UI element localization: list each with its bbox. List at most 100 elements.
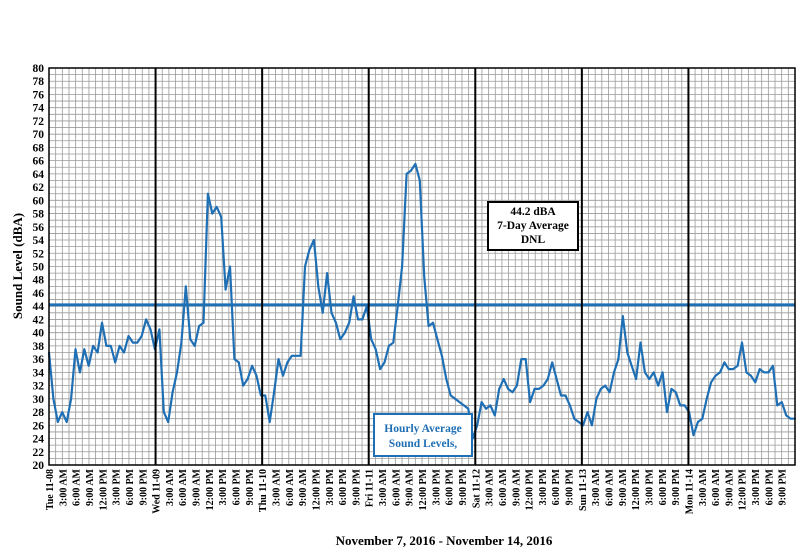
series-point bbox=[476, 424, 479, 427]
x-tick-hour-label: 9:00 AM bbox=[85, 468, 96, 506]
series-point bbox=[626, 351, 629, 354]
series-point bbox=[754, 381, 757, 384]
y-tick-label: 62 bbox=[33, 182, 45, 194]
series-point bbox=[502, 378, 505, 380]
series-point bbox=[308, 249, 311, 251]
series-point bbox=[595, 397, 598, 400]
y-tick-label: 52 bbox=[33, 248, 45, 260]
x-tick-hour-label: 9:00 PM bbox=[351, 468, 362, 505]
series-point bbox=[215, 206, 218, 208]
y-tick-label: 70 bbox=[33, 129, 45, 141]
series-point bbox=[432, 321, 434, 324]
x-tick-hour-label: 12:00 PM bbox=[631, 468, 642, 510]
series-point bbox=[326, 272, 328, 275]
series-point bbox=[639, 341, 642, 344]
series-point bbox=[436, 338, 439, 341]
series-point bbox=[207, 192, 209, 195]
x-tick-hour-label: 9:00 AM bbox=[724, 468, 735, 506]
series-point bbox=[480, 401, 483, 404]
series-point bbox=[127, 335, 130, 337]
series-point bbox=[745, 371, 748, 374]
series-point bbox=[414, 163, 417, 165]
y-tick-label: 36 bbox=[33, 354, 45, 366]
x-tick-day-label: Sun 11-13 bbox=[578, 469, 589, 511]
series-point bbox=[312, 239, 315, 241]
legend-line-2: Sound Levels, bbox=[389, 438, 458, 450]
x-tick-day-label: Tue 11-08 bbox=[45, 469, 56, 510]
chart-grid bbox=[48, 67, 796, 466]
series-point bbox=[145, 318, 148, 321]
series-point bbox=[648, 378, 651, 380]
series-point bbox=[586, 411, 589, 413]
x-tick-hour-label: 9:00 AM bbox=[192, 468, 203, 506]
series-point bbox=[61, 411, 64, 413]
series-point bbox=[674, 391, 677, 394]
series-point bbox=[679, 404, 682, 407]
x-tick-hour-label: 3:00 PM bbox=[218, 468, 229, 505]
series-point bbox=[635, 378, 637, 380]
series-point bbox=[405, 172, 408, 175]
series-point bbox=[392, 341, 395, 344]
y-tick-label: 50 bbox=[33, 262, 45, 274]
series-point bbox=[242, 384, 245, 387]
x-tick-hour-label: 9:00 PM bbox=[138, 468, 149, 505]
series-point bbox=[772, 364, 774, 367]
series-point bbox=[599, 388, 602, 390]
x-tick-hour-label: 3:00 AM bbox=[485, 468, 496, 506]
x-tick-hour-label: 9:00 PM bbox=[778, 468, 789, 505]
series-point bbox=[591, 424, 593, 427]
series-point bbox=[714, 374, 717, 377]
x-tick-hour-label: 6:00 PM bbox=[125, 468, 136, 505]
series-point bbox=[652, 371, 655, 374]
series-point bbox=[749, 374, 752, 377]
series-point bbox=[268, 421, 271, 423]
series-point bbox=[555, 378, 558, 380]
y-tick-label: 80 bbox=[33, 63, 45, 75]
series-point bbox=[767, 371, 770, 374]
series-point bbox=[529, 401, 532, 404]
y-tick-label: 28 bbox=[33, 407, 45, 419]
series-point bbox=[736, 364, 739, 367]
series-point bbox=[568, 404, 571, 407]
series-point bbox=[335, 321, 337, 324]
legend-line-1: Hourly Average bbox=[384, 423, 461, 435]
y-tick-label: 26 bbox=[33, 420, 45, 432]
dnl-annotation-line-1: 44.2 dBA bbox=[510, 206, 556, 218]
series-point bbox=[546, 378, 549, 380]
series-point bbox=[657, 384, 660, 387]
y-tick-label: 40 bbox=[33, 328, 45, 340]
x-tick-hour-label: 3:00 AM bbox=[378, 468, 389, 506]
series-point bbox=[286, 361, 289, 364]
series-point bbox=[440, 354, 443, 357]
x-tick-hour-label: 3:00 PM bbox=[751, 468, 762, 505]
x-tick-hour-label: 6:00 AM bbox=[391, 468, 402, 506]
series-point bbox=[542, 384, 545, 387]
series-point bbox=[511, 391, 514, 394]
x-tick-hour-label: 6:00 AM bbox=[72, 468, 83, 506]
x-tick-hour-label: 6:00 AM bbox=[285, 468, 296, 506]
y-tick-label: 56 bbox=[33, 222, 45, 234]
series-point bbox=[467, 407, 470, 410]
series-point bbox=[52, 397, 55, 400]
series-point bbox=[427, 325, 430, 327]
series-point bbox=[520, 358, 523, 361]
x-tick-hour-label: 9:00 AM bbox=[511, 468, 522, 506]
series-point bbox=[507, 388, 509, 390]
series-point bbox=[348, 321, 351, 324]
y-tick-label: 78 bbox=[33, 76, 45, 88]
series-point bbox=[705, 397, 708, 400]
series-point bbox=[361, 318, 364, 321]
series-point bbox=[65, 421, 68, 423]
series-line bbox=[47, 162, 795, 440]
series-point bbox=[74, 348, 77, 351]
x-axis-title: November 7, 2016 - November 14, 2016 bbox=[336, 533, 553, 548]
y-tick-label: 32 bbox=[33, 381, 45, 393]
x-tick-hour-label: 12:00 PM bbox=[311, 468, 322, 510]
series-point bbox=[140, 335, 143, 337]
x-tick-hour-label: 3:00 AM bbox=[698, 468, 709, 506]
series-point bbox=[149, 328, 152, 331]
y-tick-label: 24 bbox=[33, 434, 45, 446]
series-point bbox=[304, 265, 306, 268]
y-tick-label: 72 bbox=[33, 116, 45, 128]
